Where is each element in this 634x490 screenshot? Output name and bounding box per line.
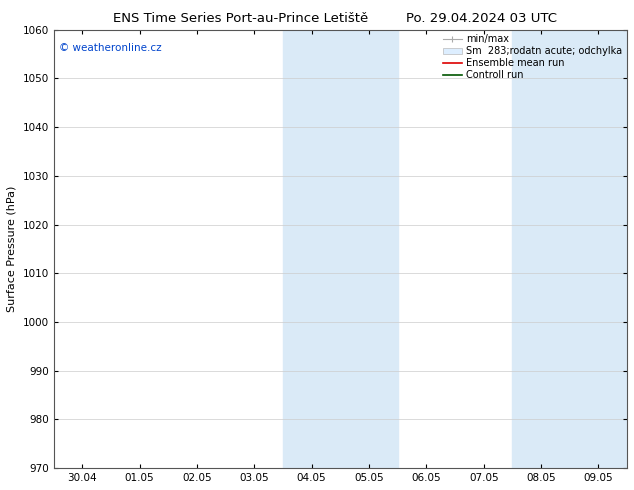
Y-axis label: Surface Pressure (hPa): Surface Pressure (hPa) bbox=[7, 186, 17, 312]
Text: Po. 29.04.2024 03 UTC: Po. 29.04.2024 03 UTC bbox=[406, 12, 557, 25]
Text: © weatheronline.cz: © weatheronline.cz bbox=[60, 43, 162, 53]
Legend: min/max, Sm  283;rodatn acute; odchylka, Ensemble mean run, Controll run: min/max, Sm 283;rodatn acute; odchylka, … bbox=[440, 31, 625, 83]
Text: ENS Time Series Port-au-Prince Letiště: ENS Time Series Port-au-Prince Letiště bbox=[113, 12, 368, 25]
Bar bbox=[512, 29, 627, 468]
Bar bbox=[283, 29, 398, 468]
